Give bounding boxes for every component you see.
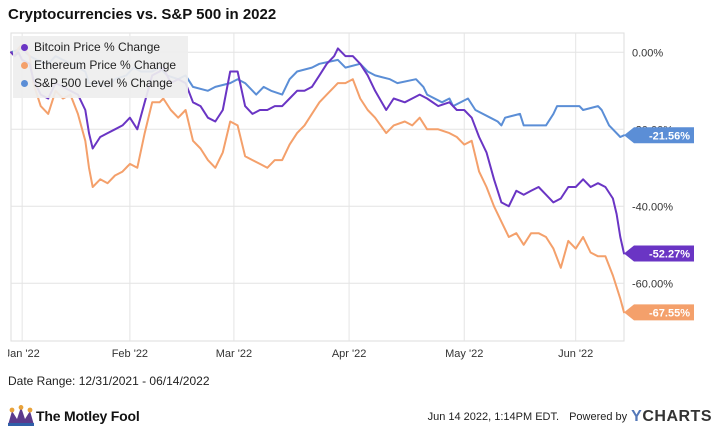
- legend-swatch-sp500: [21, 79, 28, 87]
- series-line: [10, 43, 625, 314]
- ycharts-logo-y: Y: [631, 408, 643, 425]
- end-value-badge: [624, 127, 694, 144]
- x-tick-label: May '22: [445, 348, 483, 360]
- legend: Bitcoin Price % Change Ethereum Price % …: [13, 36, 188, 98]
- legend-swatch-bitcoin: [21, 43, 28, 51]
- jester-hat-icon: [8, 405, 34, 426]
- brand-name: The Motley Fool: [36, 408, 140, 424]
- date-range-text: Date Range: 12/31/2021 - 06/14/2022: [8, 374, 210, 388]
- motley-fool-logo[interactable]: The Motley Fool: [6, 404, 140, 428]
- legend-label-ethereum: Ethereum Price % Change: [34, 58, 177, 72]
- x-tick-label: Jan '22: [8, 348, 40, 360]
- end-value-label: -52.27%: [649, 248, 690, 260]
- y-tick-label: -40.00%: [632, 201, 673, 213]
- x-tick-label: Mar '22: [216, 348, 252, 360]
- powered-by-label: Powered by: [569, 411, 628, 423]
- end-value-badge: [624, 245, 694, 262]
- y-tick-label: -60.00%: [632, 278, 673, 290]
- legend-item-ethereum[interactable]: Ethereum Price % Change: [21, 58, 176, 72]
- chart-title: Cryptocurrencies vs. S&P 500 in 2022: [8, 6, 277, 23]
- legend-label-bitcoin: Bitcoin Price % Change: [34, 40, 161, 54]
- plot-border: [10, 32, 625, 342]
- legend-item-bitcoin[interactable]: Bitcoin Price % Change: [21, 40, 160, 54]
- legend-item-sp500[interactable]: S&P 500 Level % Change: [21, 76, 173, 90]
- ycharts-logo-text: CHARTS: [642, 408, 712, 425]
- timestamp: Jun 14 2022, 1:14PM EDT.: [427, 411, 560, 423]
- series-line: [10, 47, 625, 255]
- x-tick-label: Jun '22: [558, 348, 593, 360]
- x-tick-label: Apr '22: [332, 348, 367, 360]
- end-value-label: -21.56%: [649, 130, 690, 142]
- legend-label-sp500: S&P 500 Level % Change: [34, 76, 173, 90]
- x-tick-label: Feb '22: [112, 348, 148, 360]
- y-tick-label: 0.00%: [632, 47, 663, 59]
- end-value-label: -67.55%: [649, 307, 690, 319]
- attribution: Jun 14 2022, 1:14PM EDT. Powered by YCHA…: [428, 408, 712, 426]
- legend-swatch-ethereum: [21, 61, 28, 69]
- ycharts-logo[interactable]: YCHARTS: [631, 408, 712, 426]
- end-value-badge: [624, 304, 694, 321]
